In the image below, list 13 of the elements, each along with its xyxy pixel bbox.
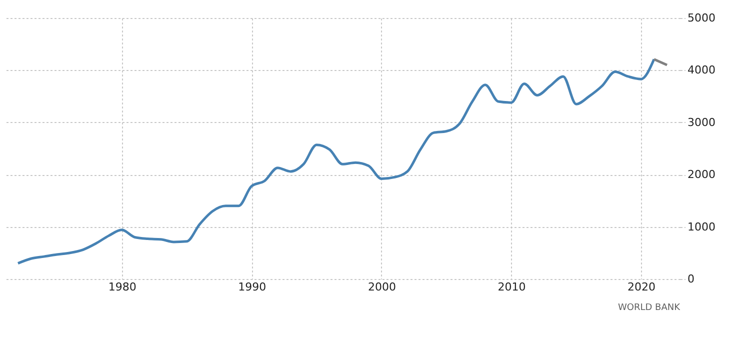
y-tick-label: 3000 [688, 116, 716, 129]
y-tick-label: 2000 [688, 168, 716, 182]
x-tick-label: 2020 [628, 280, 656, 294]
text: WORLD BANK [618, 303, 682, 313]
line-series [16, 58, 656, 265]
x-tick-label: 1980 [108, 280, 136, 294]
y-tick-label: 0 [688, 272, 694, 286]
x-tick-label: 1990 [238, 280, 266, 294]
y-tick-label: 4000 [688, 64, 716, 77]
y-tick-label: 1000 [688, 220, 716, 234]
x-tick-label: 2000 [368, 280, 396, 294]
y-tick-label: 5000 [688, 12, 716, 24]
x-tick-label: 2010 [498, 280, 526, 294]
